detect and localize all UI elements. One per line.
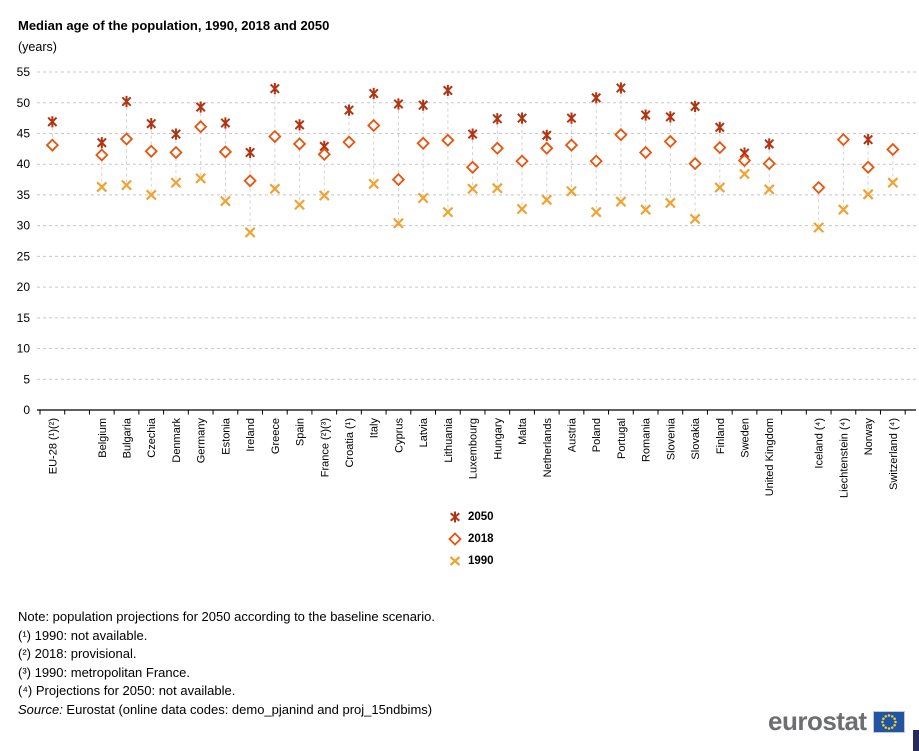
svg-text:Slovakia: Slovakia [690, 417, 702, 459]
source-label: Source: [18, 701, 63, 717]
svg-text:Estonia: Estonia [220, 417, 232, 455]
svg-text:Luxembourg: Luxembourg [468, 418, 480, 479]
x-axis [37, 409, 916, 415]
svg-text:0: 0 [23, 403, 30, 417]
svg-text:Netherlands: Netherlands [542, 418, 554, 478]
footnote-3: (³) 1990: metropolitan France. [18, 664, 190, 680]
svg-text:20: 20 [17, 280, 31, 294]
y-axis-labels: 0 5 10 15 20 25 30 35 40 45 50 55 [17, 65, 31, 417]
eurostat-logo: eurostat [768, 706, 905, 737]
svg-text:55: 55 [17, 65, 31, 79]
footnote-4: (⁴) Projections for 2050: not available. [18, 683, 236, 699]
legend-item-2050: 2050 [448, 510, 494, 524]
legend-item-1990: 1990 [448, 554, 494, 568]
svg-text:Switzerland (⁴): Switzerland (⁴) [888, 418, 900, 490]
legend-label-2050: 2050 [468, 511, 494, 523]
eu-flag-icon [872, 710, 905, 733]
footnote-note: Note: population projections for 2050 ac… [18, 609, 435, 624]
svg-text:Belgium: Belgium [97, 418, 109, 458]
svg-text:Hungary: Hungary [492, 418, 504, 460]
svg-text:France (²)(³): France (²)(³) [319, 418, 331, 477]
svg-text:Cyprus: Cyprus [393, 418, 405, 453]
svg-text:Poland: Poland [591, 418, 603, 452]
svg-text:Malta: Malta [517, 417, 529, 445]
svg-text:Spain: Spain [295, 418, 307, 446]
series-2050 [47, 82, 874, 159]
svg-text:EU-28 (¹)(²): EU-28 (¹)(²) [47, 418, 59, 474]
svg-text:Finland: Finland [715, 418, 727, 454]
asterisk-marker-icon [450, 511, 460, 523]
svg-text:Austria: Austria [566, 417, 578, 452]
svg-text:Ireland: Ireland [245, 418, 257, 452]
svg-text:Liechtenstein (⁴): Liechtenstein (⁴) [838, 418, 850, 498]
median-age-chart: 0 5 10 15 20 25 30 35 40 45 50 55 EU-28 (¹)(²) Belgiu… [17, 65, 916, 498]
x-marker-icon [449, 556, 461, 566]
eu-flag-stars [880, 713, 897, 730]
series-1990 [96, 168, 899, 238]
svg-text:15: 15 [17, 311, 31, 325]
diamond-marker-icon [448, 532, 462, 546]
chart-legend: 2050 2018 1990 [448, 510, 494, 568]
svg-text:United Kingdom: United Kingdom [764, 418, 776, 496]
svg-text:Iceland (⁴): Iceland (⁴) [814, 418, 826, 469]
svg-text:30: 30 [17, 219, 31, 233]
svg-text:Norway: Norway [863, 418, 875, 456]
x-axis-labels: EU-28 (¹)(²) Belgium Bulgaria Czechia Denmar… [47, 417, 899, 498]
svg-text:45: 45 [17, 126, 31, 140]
footnote-1: (¹) 1990: not available. [18, 627, 148, 643]
svg-text:Czechia: Czechia [146, 417, 158, 458]
svg-text:Greece: Greece [270, 418, 282, 454]
footnote-2: (²) 2018: provisional. [18, 646, 137, 662]
svg-text:Croatia (¹): Croatia (¹) [344, 418, 356, 468]
legend-label-1990: 1990 [468, 555, 494, 567]
svg-text:Romania: Romania [641, 417, 653, 462]
svg-text:Portugal: Portugal [616, 418, 628, 459]
series-2018 [45, 118, 900, 195]
svg-text:35: 35 [17, 188, 31, 202]
svg-text:Slovenia: Slovenia [665, 417, 677, 460]
svg-text:Lithuania: Lithuania [443, 417, 455, 463]
legend-label-2018: 2018 [468, 533, 494, 545]
legend-item-2018: 2018 [448, 532, 494, 546]
chart-subtitle: (years) [18, 40, 57, 54]
source-text: Eurostat (online data codes: demo_pjanin… [62, 701, 433, 717]
svg-text:Sweden: Sweden [740, 418, 752, 458]
svg-text:5: 5 [23, 372, 30, 386]
eurostat-logo-text: eurostat [768, 706, 867, 736]
svg-text:40: 40 [17, 157, 31, 171]
source-line: Source: Eurostat (online data codes: dem… [18, 701, 435, 720]
svg-text:Italy: Italy [369, 418, 381, 439]
svg-text:25: 25 [17, 249, 31, 263]
chart-title: Median age of the population, 1990, 2018… [18, 18, 330, 33]
footnotes-block: Note: population projections for 2050 ac… [18, 608, 435, 720]
svg-text:Latvia: Latvia [418, 417, 430, 447]
svg-text:Germany: Germany [196, 418, 208, 464]
gridlines [37, 71, 916, 380]
svg-text:50: 50 [17, 96, 31, 110]
svg-text:Denmark: Denmark [171, 418, 183, 463]
svg-text:Bulgaria: Bulgaria [122, 417, 134, 458]
corner-accent-bar [913, 730, 919, 751]
svg-text:10: 10 [17, 342, 31, 356]
chart-area: 0 5 10 15 20 25 30 35 40 45 50 55 EU-28 (¹)(²) Belgiu… [17, 65, 916, 498]
